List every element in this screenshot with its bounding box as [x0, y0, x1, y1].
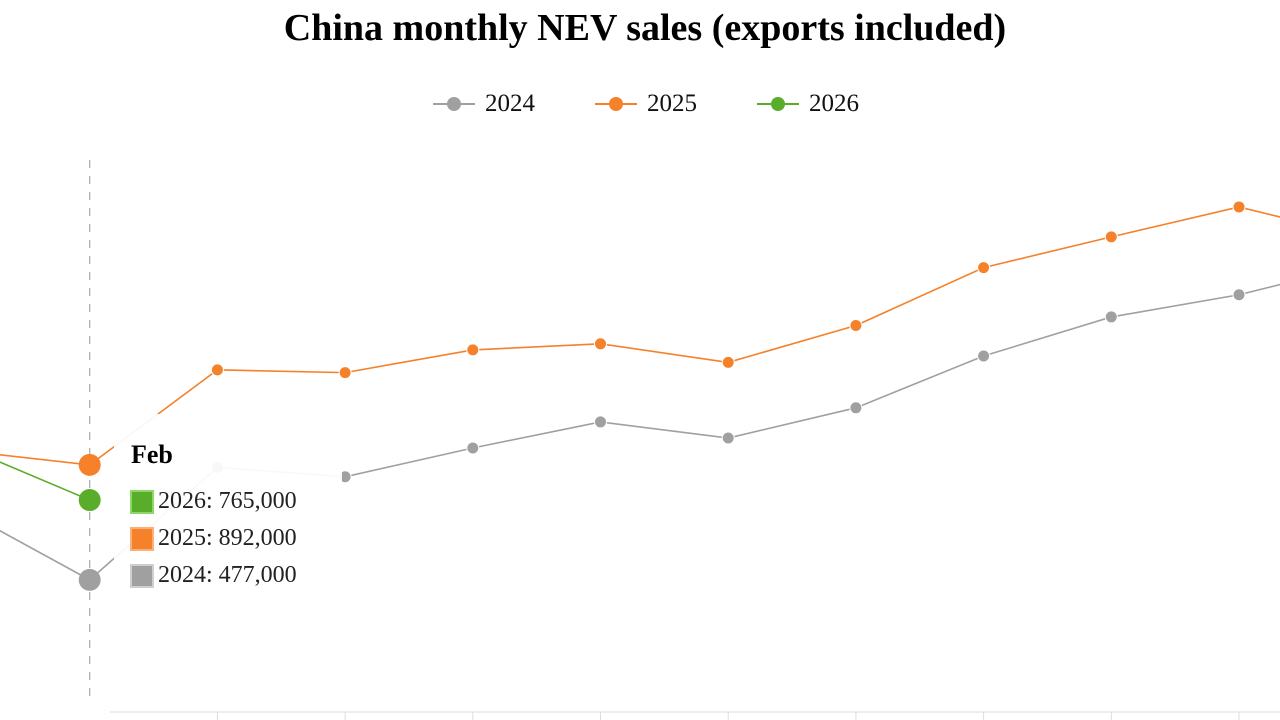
data-point-2025-May — [466, 343, 480, 357]
data-point-2024-Jul — [721, 431, 735, 445]
legend-marker-icon — [757, 97, 799, 111]
tooltip-value: 2025: 892,000 — [158, 525, 297, 551]
series-line-2026 — [0, 461, 91, 501]
data-point-2024-Nov — [1232, 288, 1246, 302]
tooltip: Feb 2026: 765,000 2025: 892,000 2024: 47… — [114, 414, 342, 614]
data-point-2025-Feb — [78, 453, 101, 476]
legend-label: 2025 — [647, 90, 697, 117]
data-point-2024-Jun — [594, 415, 607, 429]
data-point-2025-Aug — [849, 319, 863, 333]
series-line-2025 — [0, 206, 1280, 466]
swatch-icon — [130, 526, 154, 551]
data-point-2025-Mar — [210, 363, 224, 377]
data-point-2025-Nov — [1232, 200, 1246, 214]
data-point-2025-Oct — [1104, 230, 1118, 244]
swatch-icon — [130, 563, 154, 588]
tooltip-title: Feb — [131, 440, 173, 469]
tooltip-row-2026: 2026: 765,000 — [130, 488, 297, 515]
data-point-2024-Oct — [1104, 310, 1118, 324]
legend-item-2026[interactable]: 2026 — [755, 90, 859, 118]
legend: 2024 2025 2026 — [0, 90, 1280, 118]
tooltip-row-2024: 2024: 477,000 — [130, 562, 297, 589]
data-point-2025-Sep — [977, 261, 991, 275]
swatch-icon — [130, 489, 154, 514]
legend-marker-icon — [595, 97, 637, 111]
data-point-2025-Jun — [594, 337, 607, 351]
chart-title: China monthly NEV sales (exports include… — [283, 7, 1007, 49]
data-point-2025-Jul — [721, 355, 735, 369]
tooltip-value: 2026: 765,000 — [158, 488, 297, 514]
tooltip-value: 2024: 477,000 — [158, 562, 297, 588]
tooltip-row-2025: 2025: 892,000 — [130, 525, 297, 552]
data-point-2024-May — [466, 441, 480, 455]
data-point-2024-Feb — [78, 568, 101, 591]
legend-item-2025[interactable]: 2025 — [593, 90, 697, 118]
data-point-2025-Apr — [338, 366, 352, 380]
legend-item-2024[interactable]: 2024 — [431, 90, 535, 118]
data-point-2026-Feb — [78, 489, 101, 512]
data-point-2024-Sep — [977, 349, 991, 363]
data-point-2024-Aug — [849, 401, 863, 415]
legend-marker-icon — [433, 97, 475, 111]
legend-label: 2026 — [809, 90, 859, 117]
legend-label: 2024 — [485, 90, 535, 117]
